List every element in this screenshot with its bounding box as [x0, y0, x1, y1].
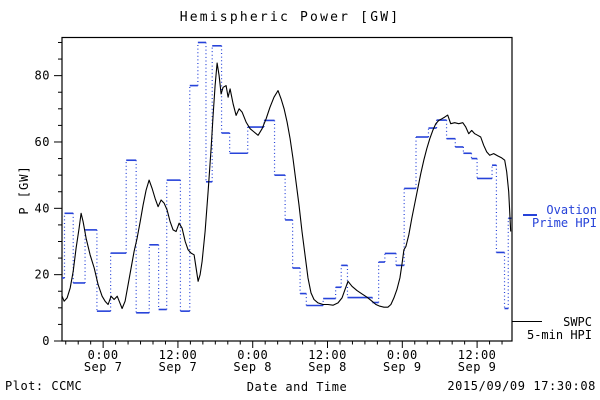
x-tick-date-label: Sep 8 — [308, 360, 347, 374]
swpc-line — [61, 62, 512, 310]
swpc-legend-line-icon — [512, 321, 542, 322]
y-tick-label: 0 — [42, 334, 50, 348]
legend-swpc-line2: 5-min HPI — [526, 328, 592, 342]
legend-ovation-line1: Ovation — [546, 203, 597, 217]
x-tick-time-label: 0:00 — [387, 348, 418, 362]
x-tick-date-label: Sep 8 — [233, 360, 272, 374]
x-tick-time-label: 12:00 — [159, 348, 198, 362]
x-tick-time-label: 0:00 — [88, 348, 119, 362]
y-tick-label: 60 — [35, 135, 50, 149]
timestamp: 2015/09/09 17:30:08 — [447, 379, 596, 393]
x-tick-date-label: Sep 7 — [159, 360, 198, 374]
plot-credit: Plot: CCMC — [5, 379, 83, 393]
x-tick-time-label: 0:00 — [237, 348, 268, 362]
x-tick-date-label: Sep 7 — [84, 360, 123, 374]
y-tick-label: 40 — [35, 201, 50, 215]
x-tick-time-label: 12:00 — [458, 348, 497, 362]
y-tick-label: 20 — [35, 268, 50, 282]
x-tick-time-label: 12:00 — [308, 348, 347, 362]
plot-box — [61, 36, 513, 342]
x-axis-label: Date and Time — [246, 380, 348, 394]
chart-title: Hemispheric Power [GW] — [179, 10, 401, 25]
legend-ovation-line2: Prime HPI — [531, 216, 597, 230]
legend-swpc-line1: SWPC — [563, 315, 592, 329]
ovation-legend-dash-icon — [523, 214, 537, 216]
x-tick-date-label: Sep 9 — [458, 360, 497, 374]
y-axis-label: P [GW] — [17, 165, 31, 215]
legend-ovation: Ovation Prime HPI — [500, 204, 597, 229]
x-tick-date-label: Sep 9 — [383, 360, 422, 374]
legend-swpc: SWPC 5-min HPI — [495, 316, 592, 341]
y-tick-label: 80 — [35, 69, 50, 83]
